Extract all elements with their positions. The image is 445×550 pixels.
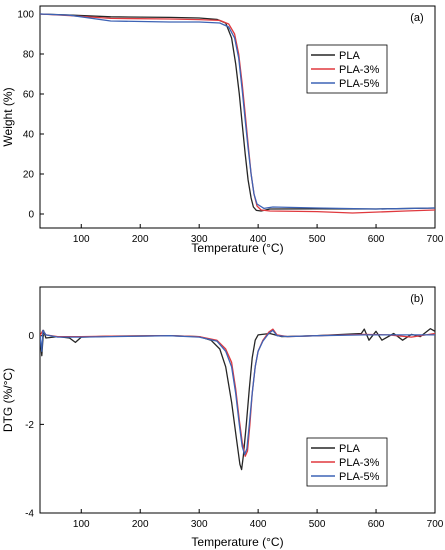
x-tick-label: 600 <box>368 519 385 530</box>
x-tick-label: 300 <box>191 519 208 530</box>
x-tick-label: 600 <box>368 234 385 245</box>
x-axis-title: Temperature (°C) <box>191 241 283 255</box>
legend-label: PLA-3% <box>339 64 380 76</box>
series-line-pla-5pct <box>40 329 435 456</box>
legend-box <box>306 44 388 94</box>
panel-label: (b) <box>410 293 423 305</box>
series-line-pla <box>40 328 435 471</box>
series-line-pla-3pct <box>40 328 435 457</box>
x-tick-label: 500 <box>309 519 326 530</box>
legend-label: PLA-5% <box>339 78 380 90</box>
legend-label: PLA <box>339 443 360 455</box>
y-tick-label: -4 <box>25 509 34 520</box>
x-tick-label: 400 <box>250 234 267 245</box>
panel-a-weight-chart: 100 200 300 400 500 600 700 0 20 40 60 80 100 Tempera… <box>1 5 444 255</box>
y-tick-label: 60 <box>23 90 35 101</box>
legend-label: PLA <box>339 50 360 62</box>
panel-b-dtg-chart: 100 200 300 400 500 600 700 0 -2 -4 Temperature (°… <box>1 286 444 549</box>
x-tick-label: 100 <box>73 234 90 245</box>
x-tick-label: 200 <box>132 234 149 245</box>
x-tick-label: 700 <box>427 519 444 530</box>
y-tick-label: 80 <box>23 50 35 61</box>
x-tick-label: 300 <box>191 234 208 245</box>
x-tick-label: 400 <box>250 519 267 530</box>
x-tick-label: 100 <box>73 519 90 530</box>
series-line-pla-5pct <box>40 13 435 210</box>
y-tick-label: 0 <box>28 331 34 342</box>
series-line-pla-3pct <box>40 13 435 214</box>
y-tick-label: -2 <box>25 420 34 431</box>
legend-label: PLA-5% <box>339 471 380 483</box>
y-axis-title: Weight (%) <box>1 87 15 146</box>
series-line-pla <box>40 13 435 212</box>
plot-frame <box>39 286 436 514</box>
x-tick-label: 500 <box>309 234 326 245</box>
x-axis-title: Temperature (°C) <box>191 535 283 549</box>
y-tick-label: 0 <box>28 210 34 221</box>
x-tick-label: 700 <box>427 234 444 245</box>
y-axis-title: DTG (%/°C) <box>1 368 15 432</box>
plot-frame <box>39 5 436 229</box>
y-tick-label: 100 <box>17 10 34 21</box>
x-tick-label: 200 <box>132 519 149 530</box>
y-tick-label: 20 <box>23 170 35 181</box>
y-tick-label: 40 <box>23 130 35 141</box>
panel-label: (a) <box>410 12 423 24</box>
legend-label: PLA-3% <box>339 457 380 469</box>
